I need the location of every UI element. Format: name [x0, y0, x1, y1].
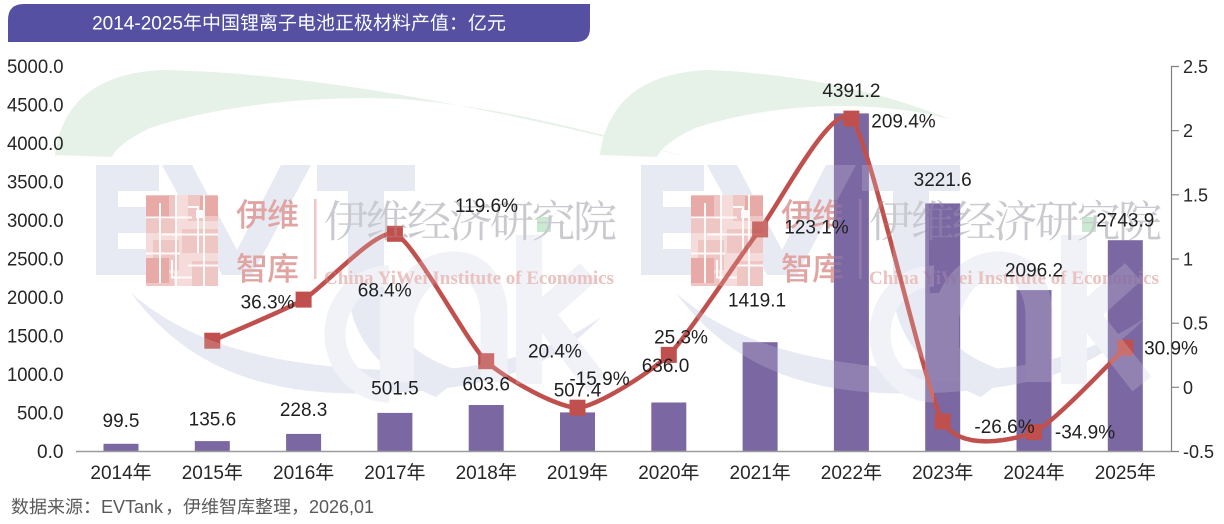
svg-text:500.0: 500.0	[17, 404, 64, 425]
svg-text:2500.0: 2500.0	[7, 250, 64, 271]
svg-text:2014-2025: 2014-2025	[92, 14, 183, 35]
svg-text:2025: 2025	[1095, 463, 1137, 484]
svg-text:4500.0: 4500.0	[7, 96, 64, 117]
svg-text:2.5: 2.5	[1183, 57, 1208, 77]
svg-text:0: 0	[1183, 378, 1193, 398]
svg-text:119.6%: 119.6%	[455, 196, 518, 217]
svg-text:68.4%: 68.4%	[358, 281, 412, 302]
svg-text:99.5: 99.5	[103, 411, 140, 432]
svg-text:2: 2	[1183, 121, 1193, 141]
svg-text:0.5: 0.5	[1183, 314, 1208, 334]
svg-text:2022: 2022	[821, 463, 863, 484]
svg-text:2018: 2018	[456, 463, 498, 484]
svg-text:209.4%: 209.4%	[871, 112, 936, 133]
svg-text:36.3%: 36.3%	[241, 292, 295, 313]
svg-text:EVTank: EVTank	[101, 497, 164, 517]
svg-text:30.9%: 30.9%	[1144, 339, 1198, 360]
svg-text:1419.1: 1419.1	[728, 291, 786, 312]
svg-text:3500.0: 3500.0	[7, 173, 64, 194]
svg-text:2743.9: 2743.9	[1096, 211, 1154, 232]
svg-text:2016: 2016	[273, 463, 315, 484]
svg-text:3221.6: 3221.6	[914, 170, 972, 191]
svg-text:2021: 2021	[730, 463, 772, 484]
svg-text:2020: 2020	[638, 463, 680, 484]
svg-text:123.1%: 123.1%	[784, 218, 849, 239]
svg-text:4391.2: 4391.2	[822, 81, 880, 102]
svg-text:2023: 2023	[912, 463, 954, 484]
svg-text:5000.0: 5000.0	[7, 57, 64, 78]
svg-text:2014: 2014	[90, 463, 133, 484]
svg-text:2000.0: 2000.0	[7, 288, 64, 309]
svg-text:25.3%: 25.3%	[654, 328, 708, 349]
svg-text:2017: 2017	[364, 463, 406, 484]
svg-text:2015: 2015	[182, 463, 224, 484]
svg-text:4000.0: 4000.0	[7, 134, 64, 155]
svg-text:-0.5: -0.5	[1183, 442, 1214, 462]
svg-text:2096.2: 2096.2	[1005, 260, 1063, 281]
svg-text:1500.0: 1500.0	[7, 327, 64, 348]
svg-text:228.3: 228.3	[280, 400, 328, 421]
svg-text:-26.6%: -26.6%	[974, 417, 1034, 438]
svg-text:2026,01: 2026,01	[309, 497, 374, 517]
svg-text:3000.0: 3000.0	[7, 211, 64, 232]
svg-text:507.4: 507.4	[554, 381, 602, 402]
svg-text:135.6: 135.6	[189, 410, 237, 431]
svg-text:1.5: 1.5	[1183, 185, 1208, 205]
svg-text:20.4%: 20.4%	[528, 341, 582, 362]
svg-text:603.6: 603.6	[462, 375, 510, 396]
svg-text:-15.9%: -15.9%	[569, 369, 629, 390]
svg-text:-34.9%: -34.9%	[1055, 423, 1115, 444]
svg-text:2019: 2019	[547, 463, 589, 484]
svg-text:501.5: 501.5	[371, 379, 419, 400]
svg-text:636.0: 636.0	[642, 356, 690, 377]
svg-text:2024: 2024	[1003, 463, 1046, 484]
svg-text:0.0: 0.0	[37, 442, 64, 463]
svg-text:1: 1	[1183, 250, 1193, 270]
svg-text:1000.0: 1000.0	[7, 365, 64, 386]
